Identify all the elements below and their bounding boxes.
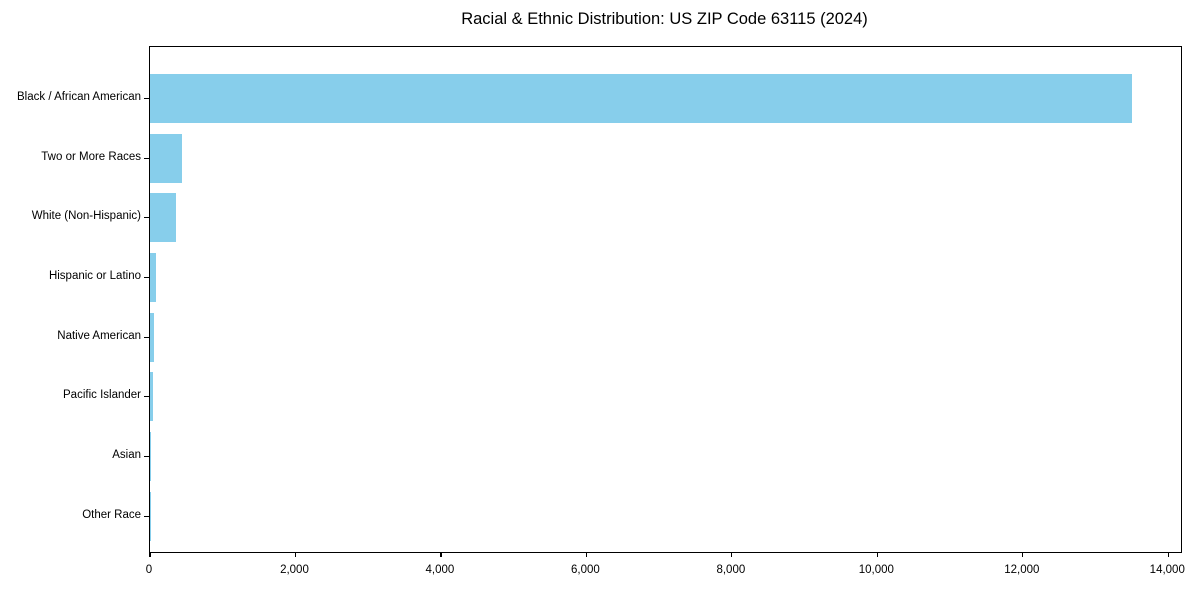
y-axis-label-black-african-american: Black / African American [17, 90, 141, 103]
x-axis-label-10000: 10,000 [858, 564, 894, 576]
plot-area [143, 46, 1182, 557]
y-axis-tick-asian [143, 456, 149, 458]
bar-black-african-american [150, 73, 1132, 123]
y-axis-tick-native-american [143, 336, 149, 338]
x-axis-label-6000: 6,000 [571, 564, 600, 576]
y-axis-label-hispanic-or-latino: Hispanic or Latino [48, 270, 141, 282]
x-axis-tick-4000 [440, 552, 442, 557]
bar-native-american [150, 312, 155, 362]
bar-two-or-more-races [150, 133, 182, 183]
bar-asian [150, 432, 152, 482]
x-axis-label-4000: 4,000 [425, 564, 455, 576]
bar-hispanic-or-latino [150, 253, 156, 302]
x-axis-tick-10000 [876, 552, 878, 557]
chart-title: Racial & Ethnic Distribution: US ZIP Cod… [461, 10, 868, 28]
x-axis-tick-6000 [585, 552, 587, 557]
x-axis-tick-12000 [1022, 552, 1024, 557]
y-axis-tick-black-african-american [143, 97, 149, 99]
x-axis-tick-8000 [731, 552, 733, 557]
y-axis-tick-other-race [143, 515, 149, 517]
y-axis-tick-two-or-more-races [143, 157, 149, 159]
y-axis-label-asian: Asian [112, 449, 141, 462]
x-axis-tick-14000 [1167, 552, 1169, 557]
x-axis-tick-2000 [294, 552, 297, 557]
x-axis-label-14000: 14,000 [1149, 564, 1185, 576]
y-axis-label-two-or-more-races: Two or More Races [41, 150, 141, 163]
y-axis-label-native-american: Native American [57, 329, 141, 342]
y-axis-label-white-non-hispanic: White (Non-Hispanic) [31, 210, 141, 223]
y-axis-tick-hispanic-or-latino [143, 276, 149, 279]
x-axis-label-2000: 2,000 [280, 564, 309, 576]
x-axis-label-12000: 12,000 [1004, 564, 1040, 576]
x-axis-tick-0 [149, 552, 151, 557]
y-axis-label-other-race: Other Race [82, 508, 141, 521]
bar-pacific-islander [150, 372, 153, 422]
y-axis-tick-pacific-islander [143, 396, 149, 398]
y-axis-tick-white-non-hispanic [143, 217, 149, 219]
x-axis-label-8000: 8,000 [716, 564, 746, 576]
x-axis-label-0: 0 [145, 564, 153, 576]
bar-white-non-hispanic [150, 193, 176, 243]
y-axis-label-pacific-islander: Pacific Islander [63, 389, 141, 402]
